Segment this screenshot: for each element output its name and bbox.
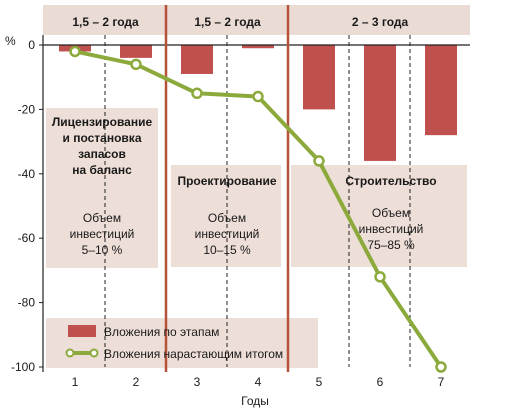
x-axis-title: Годы	[241, 394, 269, 408]
stage-info-1: Объем	[83, 211, 121, 225]
legend-bar-label: Вложения по этапам	[104, 325, 219, 339]
stage-title-1: на баланс	[72, 163, 132, 177]
legend-layer: Вложения по этапам Вложения нарастающим и…	[65, 325, 283, 361]
stage-title-1: запасов	[78, 147, 126, 161]
stage-title-3: Строительство	[345, 174, 436, 188]
y-unit-label: %	[5, 34, 16, 48]
y-tick-label: -40	[18, 167, 36, 181]
bar-5	[303, 45, 335, 110]
cumulative-point-7	[435, 361, 447, 373]
y-tick-label: -20	[18, 102, 36, 116]
period-header-band	[43, 5, 470, 35]
stage-info-3: Объем	[372, 206, 410, 220]
bars-layer	[59, 45, 457, 161]
cumulative-point-4	[252, 90, 264, 103]
stage-title-1: и постановка	[63, 131, 142, 145]
period-label-1: 1,5 – 2 года	[72, 15, 139, 29]
x-tick-label: 2	[133, 375, 140, 389]
legend-line-marker	[65, 348, 75, 358]
legend-line-label: Вложения нарастающим итогом	[104, 347, 283, 361]
x-tick-label: 5	[316, 375, 323, 389]
cumulative-line-layer	[69, 45, 447, 373]
legend-bar-swatch	[68, 325, 96, 337]
stage-box-2	[171, 165, 281, 267]
bar-6	[364, 45, 396, 161]
x-tick-label: 6	[377, 375, 384, 389]
y-tick-label: -60	[18, 231, 36, 245]
stage-title-1: Лицензирование	[52, 115, 153, 129]
stage-info-2: инвестиций	[195, 227, 260, 241]
stage-info-3: 75–85 %	[367, 238, 415, 252]
stage-info-3: инвестиций	[359, 222, 424, 236]
y-tick-label: -100	[11, 360, 35, 374]
x-tick-label: 4	[255, 375, 262, 389]
x-tick-label: 1	[72, 375, 79, 389]
axes-layer	[39, 5, 470, 372]
bar-4	[242, 45, 274, 49]
bar-2	[120, 45, 152, 58]
bar-7	[425, 45, 457, 136]
bar-3	[181, 45, 213, 74]
stage-info-2: Объем	[208, 211, 246, 225]
period-label-3: 2 – 3 года	[352, 15, 409, 29]
stage-info-2: 10–15 %	[203, 243, 251, 257]
stage-box-1	[46, 108, 158, 268]
cumulative-point-2	[130, 58, 142, 71]
stage-boxes-layer	[46, 108, 467, 368]
y-tick-label: 0	[28, 38, 35, 52]
x-tick-label: 3	[194, 375, 201, 389]
cumulative-point-5	[313, 155, 325, 167]
stage-title-2: Проектирование	[177, 174, 276, 188]
period-label-2: 1,5 – 2 года	[194, 15, 261, 29]
stage-box-3	[291, 165, 467, 267]
x-tick-label: 7	[438, 375, 445, 389]
y-tick-label: -80	[18, 296, 36, 310]
cumulative-point-3	[191, 87, 203, 100]
stage-info-1: инвестиций	[70, 227, 135, 241]
legend-line-marker	[89, 348, 99, 358]
cumulative-point-6	[374, 271, 386, 283]
stage-info-1: 5–10 %	[82, 243, 123, 257]
labels-layer: 0 -20 -40 -60 -80 -100% 1,5 – 2 года 1,5 – 2 го…	[5, 15, 445, 408]
cumulative-point-1	[69, 45, 81, 58]
